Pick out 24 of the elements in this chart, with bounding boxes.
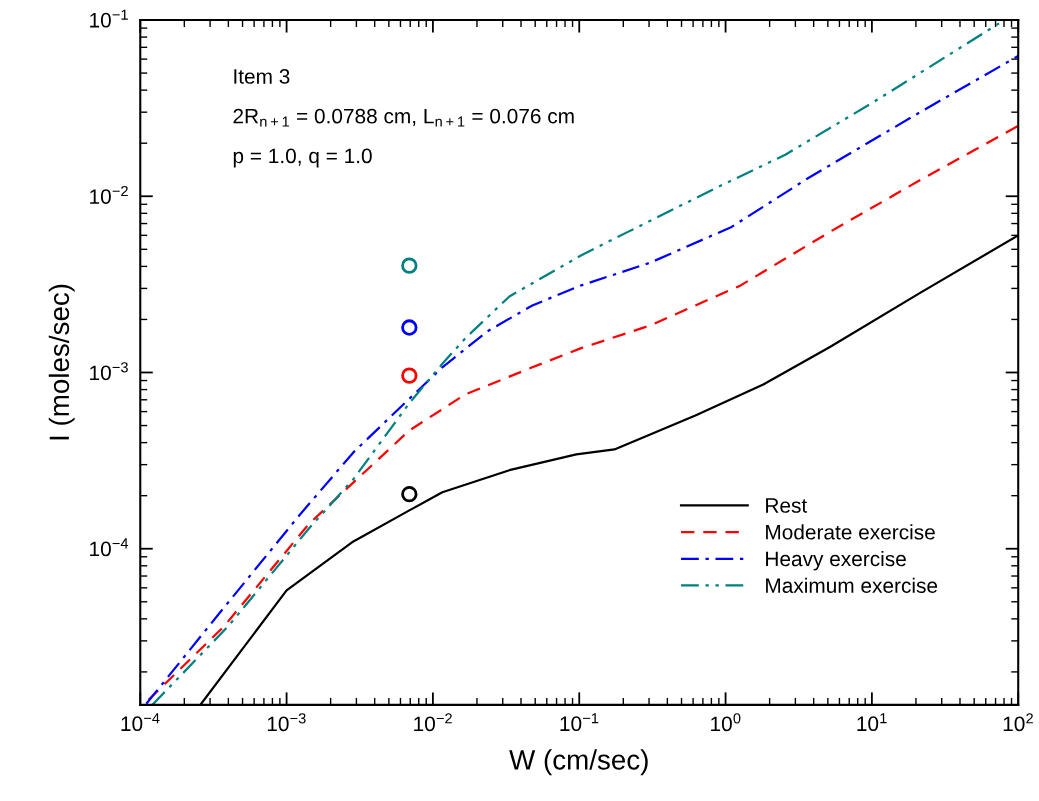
point: [401, 257, 418, 274]
y-tick-label: 10$^{−1}$: [90, 9, 128, 28]
x-tick-label: 10$^{−2}$: [414, 713, 452, 732]
y-axis-title: I (moles/sec): [48, 284, 75, 440]
y-tick-label: 10$^{−2}$: [90, 185, 128, 204]
annotation: 2R$_{n+1}$ = 0.0788 cm, L$_{n+1}$ = 0.076 cm: [233, 108, 574, 127]
x-tick-label: 10$^{2}$: [1003, 713, 1033, 732]
x-tick-label: 10$^{1}$: [857, 713, 887, 732]
x-tick-label: 10$^{−4}$: [121, 713, 160, 732]
annotation: p = 1.0, q = 1.0: [233, 148, 372, 168]
x-tick-label: 10$^{0}$: [711, 713, 741, 732]
annotation: Item 3: [234, 69, 290, 84]
legend-label: Rest: [766, 498, 808, 513]
point: [401, 486, 418, 503]
x-axis-title: W (cm/sec): [509, 749, 648, 776]
point: [401, 319, 418, 336]
legend-label: Moderate exercise: [766, 524, 935, 540]
x-tick-label: 10$^{−3}$: [267, 713, 306, 732]
legend-label: Maximum exercise: [766, 577, 938, 593]
x-tick-label: 10$^{−1}$: [560, 713, 599, 732]
legend-label: Heavy exercise: [766, 550, 906, 571]
y-tick-label: 10$^{−4}$: [90, 538, 129, 557]
point: [401, 367, 418, 384]
y-tick-label: 10$^{−3}$: [90, 362, 128, 381]
